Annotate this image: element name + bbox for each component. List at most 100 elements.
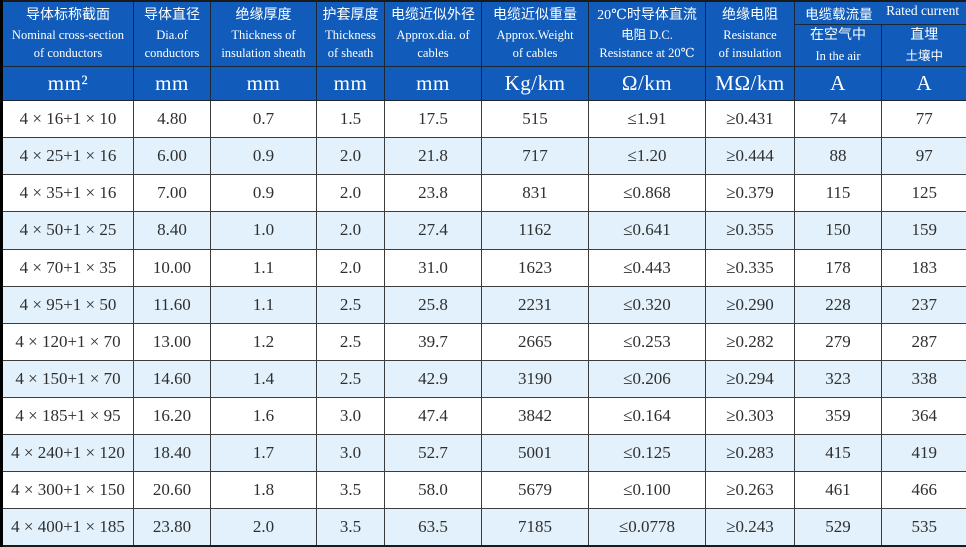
unit-cell-mm2: mm²: [1, 66, 134, 101]
table-cell: 529: [794, 508, 882, 547]
col-header-zh: 直埋: [910, 28, 939, 44]
unit-cell-kg-km: Kg/km: [481, 66, 589, 101]
table-cell: 338: [881, 359, 966, 399]
table-cell: 0.9: [210, 137, 317, 176]
table-cell: 359: [794, 396, 882, 436]
table-cell: 4 × 185+1 × 95: [1, 396, 134, 436]
table-cell: ≥0.282: [705, 322, 795, 361]
table-cell: ≤0.0778: [588, 508, 706, 547]
table-row: 4 × 150+1 × 70 14.60 1.4 2.5 42.9 3190 ≤0.206 ≥…: [1, 359, 966, 399]
table-cell: 52.7: [384, 434, 482, 473]
table-cell: 7185: [481, 508, 589, 547]
table-cell: 364: [881, 396, 966, 436]
table-cell: 3.0: [316, 434, 385, 473]
table-cell: 21.8: [384, 137, 482, 176]
table-cell: ≥0.303: [705, 396, 795, 436]
table-cell: ≥0.294: [705, 359, 795, 399]
table-cell: 4 × 25+1 × 16: [1, 137, 134, 176]
unit-row: mm² mm mm mm mm Kg/km Ω/km MΩ/km A A: [1, 66, 966, 101]
table-cell: 8.40: [133, 211, 211, 250]
table-cell: ≥0.263: [705, 471, 795, 510]
table-cell: 2665: [481, 322, 589, 361]
table-cell: ≥0.444: [705, 137, 795, 176]
unit-cell-amp: A: [881, 66, 966, 101]
table-cell: 17.5: [384, 99, 482, 139]
table-cell: 2.5: [316, 285, 385, 324]
table-cell: 1.1: [210, 285, 317, 324]
table-row: 4 × 35+1 × 16 7.00 0.9 2.0 23.8 831 ≤0.868 ≥0.3…: [1, 174, 966, 213]
table-cell: 11.60: [133, 285, 211, 324]
col-header-zh: 电缆近似外径: [391, 7, 475, 23]
col-header-en: Thickness of insulation sheath: [221, 28, 306, 61]
table-cell: 58.0: [384, 471, 482, 510]
table-cell: 1.7: [210, 434, 317, 473]
unit-cell-mohm-km: MΩ/km: [705, 66, 795, 101]
table-cell: ≥0.355: [705, 211, 795, 250]
col-header-en: Approx.dia. of cables: [396, 28, 470, 61]
table-cell: ≥0.243: [705, 508, 795, 547]
table-cell: ≥0.290: [705, 285, 795, 324]
table-cell: 183: [881, 248, 966, 287]
table-cell: 4 × 120+1 × 70: [1, 322, 134, 361]
table-cell: 2.0: [210, 508, 317, 547]
col-header-in-the-air: 在空气中 In the air: [794, 24, 882, 67]
table-cell: ≤0.125: [588, 434, 706, 473]
col-header-approx-diameter: 电缆近似外径 Approx.dia. of cables: [384, 0, 482, 67]
table-body: 4 × 16+1 × 10 4.80 0.7 1.5 17.5 515 ≤1.91 ≥0.43…: [1, 99, 966, 547]
col-header-zh: 在空气中: [810, 28, 866, 44]
col-header-buried-in-soil: 直埋 土壤中: [881, 24, 966, 67]
table-cell: 1623: [481, 248, 589, 287]
table-cell: 1.5: [316, 99, 385, 139]
table-cell: 97: [881, 137, 966, 176]
table-row: 4 × 95+1 × 50 11.60 1.1 2.5 25.8 2231 ≤0.320 ≥0…: [1, 285, 966, 324]
table-cell: 159: [881, 211, 966, 250]
col-header-en: Dia.of conductors: [144, 28, 200, 61]
table-cell: ≥0.379: [705, 174, 795, 213]
table-cell: 0.9: [210, 174, 317, 213]
table-cell: 3190: [481, 359, 589, 399]
table-cell: 42.9: [384, 359, 482, 399]
rated-current-en: Rated current: [886, 3, 960, 18]
col-header-en: Nominal cross-section of conductors: [11, 28, 125, 61]
col-header-insulation-resistance: 绝缘电阻 Resistance of insulation: [705, 0, 795, 67]
col-header-en: 电阻 D.C. Resistance at 20℃: [599, 28, 695, 61]
table-cell: 2.0: [316, 211, 385, 250]
table-cell: 3.5: [316, 508, 385, 547]
table-cell: 2.5: [316, 359, 385, 399]
table-cell: 2.5: [316, 322, 385, 361]
table-cell: 4 × 95+1 × 50: [1, 285, 134, 324]
table-cell: ≤0.443: [588, 248, 706, 287]
table-cell: 178: [794, 248, 882, 287]
table-cell: ≤0.206: [588, 359, 706, 399]
col-header-zh: 护套厚度: [322, 7, 379, 23]
col-header-en: Resistance of insulation: [718, 28, 782, 61]
col-header-conductor-diameter: 导体直径 Dia.of conductors: [133, 0, 211, 67]
table-cell: 4 × 150+1 × 70: [1, 359, 134, 399]
table-cell: 2.0: [316, 248, 385, 287]
table-row: 4 × 120+1 × 70 13.00 1.2 2.5 39.7 2665 ≤0.253 ≥…: [1, 322, 966, 361]
table-cell: 1.6: [210, 396, 317, 436]
col-header-zh: 电缆近似重量: [493, 7, 577, 23]
table-cell: 1.1: [210, 248, 317, 287]
table-cell: 287: [881, 322, 966, 361]
table-cell: 515: [481, 99, 589, 139]
table-cell: 4 × 240+1 × 120: [1, 434, 134, 473]
table-cell: 23.8: [384, 174, 482, 213]
table-cell: 10.00: [133, 248, 211, 287]
table-cell: 77: [881, 99, 966, 139]
table-cell: 115: [794, 174, 882, 213]
table-cell: 47.4: [384, 396, 482, 436]
table-cell: ≤0.253: [588, 322, 706, 361]
col-header-zh: 20℃时导体直流: [597, 7, 697, 23]
table-cell: 4 × 300+1 × 150: [1, 471, 134, 510]
table-cell: 831: [481, 174, 589, 213]
table-cell: 415: [794, 434, 882, 473]
col-header-zh: 导体直径: [144, 7, 200, 23]
col-header-zh: 绝缘厚度: [235, 7, 292, 23]
unit-cell-amp: A: [794, 66, 882, 101]
table-cell: 4 × 16+1 × 10: [1, 99, 134, 139]
table-cell: ≤0.868: [588, 174, 706, 213]
table-cell: 150: [794, 211, 882, 250]
unit-cell-mm: mm: [133, 66, 211, 101]
